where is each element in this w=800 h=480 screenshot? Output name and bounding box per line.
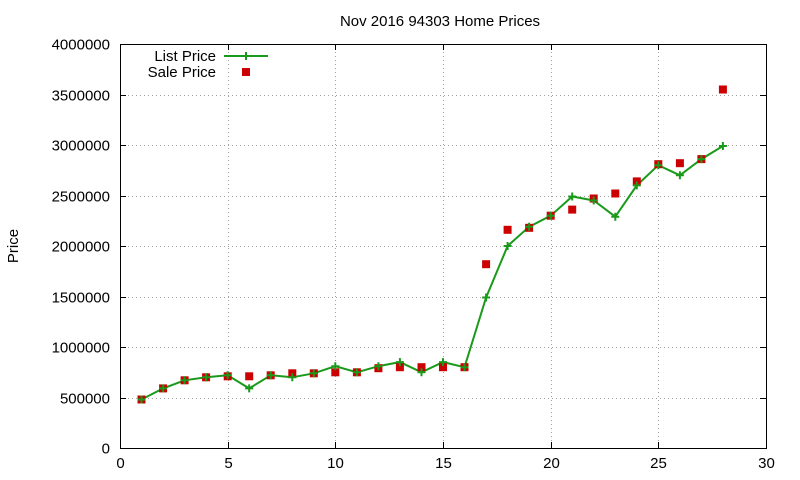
- y-tick-label: 3000000: [52, 138, 110, 155]
- sale-price-point: [611, 189, 620, 198]
- list-price-point: [439, 358, 447, 367]
- list-price-point: [245, 384, 254, 393]
- list-price-point: [482, 293, 491, 302]
- sale-price-point: [718, 85, 727, 94]
- list-price-point: [223, 371, 232, 380]
- y-tick-label: 2000000: [52, 239, 110, 256]
- y-tick-label: 2500000: [52, 189, 110, 206]
- list-price-line: [141, 145, 724, 401]
- legend: List Price Sale Price: [148, 48, 268, 81]
- y-axis-label: Price: [5, 229, 22, 263]
- ticks-layer: 0 5 10 15 20 25 30 0 500000 1000000 1500000 2000000…: [52, 37, 775, 473]
- list-price-point: [266, 371, 275, 380]
- list-price-point: [503, 242, 512, 250]
- list-price-point: [675, 171, 684, 180]
- list-price-point: [331, 362, 340, 371]
- list-price-point: [159, 384, 168, 393]
- y-tick-label: 1000000: [52, 340, 110, 357]
- list-price-point: [611, 212, 620, 221]
- list-price-point: [525, 222, 534, 231]
- x-tick-label: 20: [543, 455, 560, 472]
- sale-price-point: [675, 159, 684, 168]
- legend-marker-list-price: [242, 52, 250, 60]
- x-tick-label: 10: [327, 455, 344, 472]
- y-tick-label: 1500000: [52, 290, 110, 307]
- chart-title: Nov 2016 94303 Home Prices: [340, 13, 540, 30]
- list-price-point: [309, 369, 318, 378]
- list-price-point: [632, 181, 641, 190]
- y-tick-label: 4000000: [52, 37, 110, 54]
- list-price-point: [202, 373, 211, 382]
- legend-label-list-price: List Price: [154, 48, 216, 65]
- sale-price-point: [503, 225, 512, 234]
- list-price-point: [546, 211, 555, 220]
- list-price-point: [697, 155, 706, 164]
- list-price-point: [417, 368, 426, 377]
- list-price-point: [460, 363, 469, 372]
- sale-price-point: [395, 363, 404, 372]
- list-price-point: [395, 358, 404, 367]
- x-tick-label: 15: [435, 455, 452, 472]
- sale-price-point: [439, 363, 447, 372]
- y-tick-label: 500000: [60, 391, 110, 408]
- list-price-point: [180, 376, 189, 385]
- y-tick-label: 3500000: [52, 88, 110, 105]
- legend-marker-sale-price: [242, 68, 250, 76]
- sale-price-point: [417, 363, 426, 372]
- grid-layer: [120, 44, 766, 448]
- sale-price-point: [245, 372, 254, 381]
- legend-label-sale-price: Sale Price: [148, 64, 216, 81]
- x-tick-label: 0: [116, 455, 124, 472]
- list-price-point: [568, 192, 577, 201]
- list-price-point: [288, 373, 297, 382]
- list-price-point: [137, 395, 146, 404]
- y-tick-label: 0: [102, 441, 110, 458]
- list-price-point: [374, 362, 383, 371]
- sale-price-point: [331, 368, 340, 377]
- list-price-point: [589, 196, 598, 205]
- x-tick-label: 5: [224, 455, 232, 472]
- sale-price-point: [568, 205, 577, 214]
- sale-price-point: [482, 260, 491, 269]
- series-layer: [137, 85, 727, 404]
- x-tick-label: 30: [758, 455, 775, 472]
- x-tick-label: 25: [650, 455, 667, 472]
- list-price-point: [654, 161, 663, 170]
- list-price-point: [718, 142, 727, 150]
- plot-frame: [120, 44, 767, 449]
- list-price-point: [352, 368, 361, 377]
